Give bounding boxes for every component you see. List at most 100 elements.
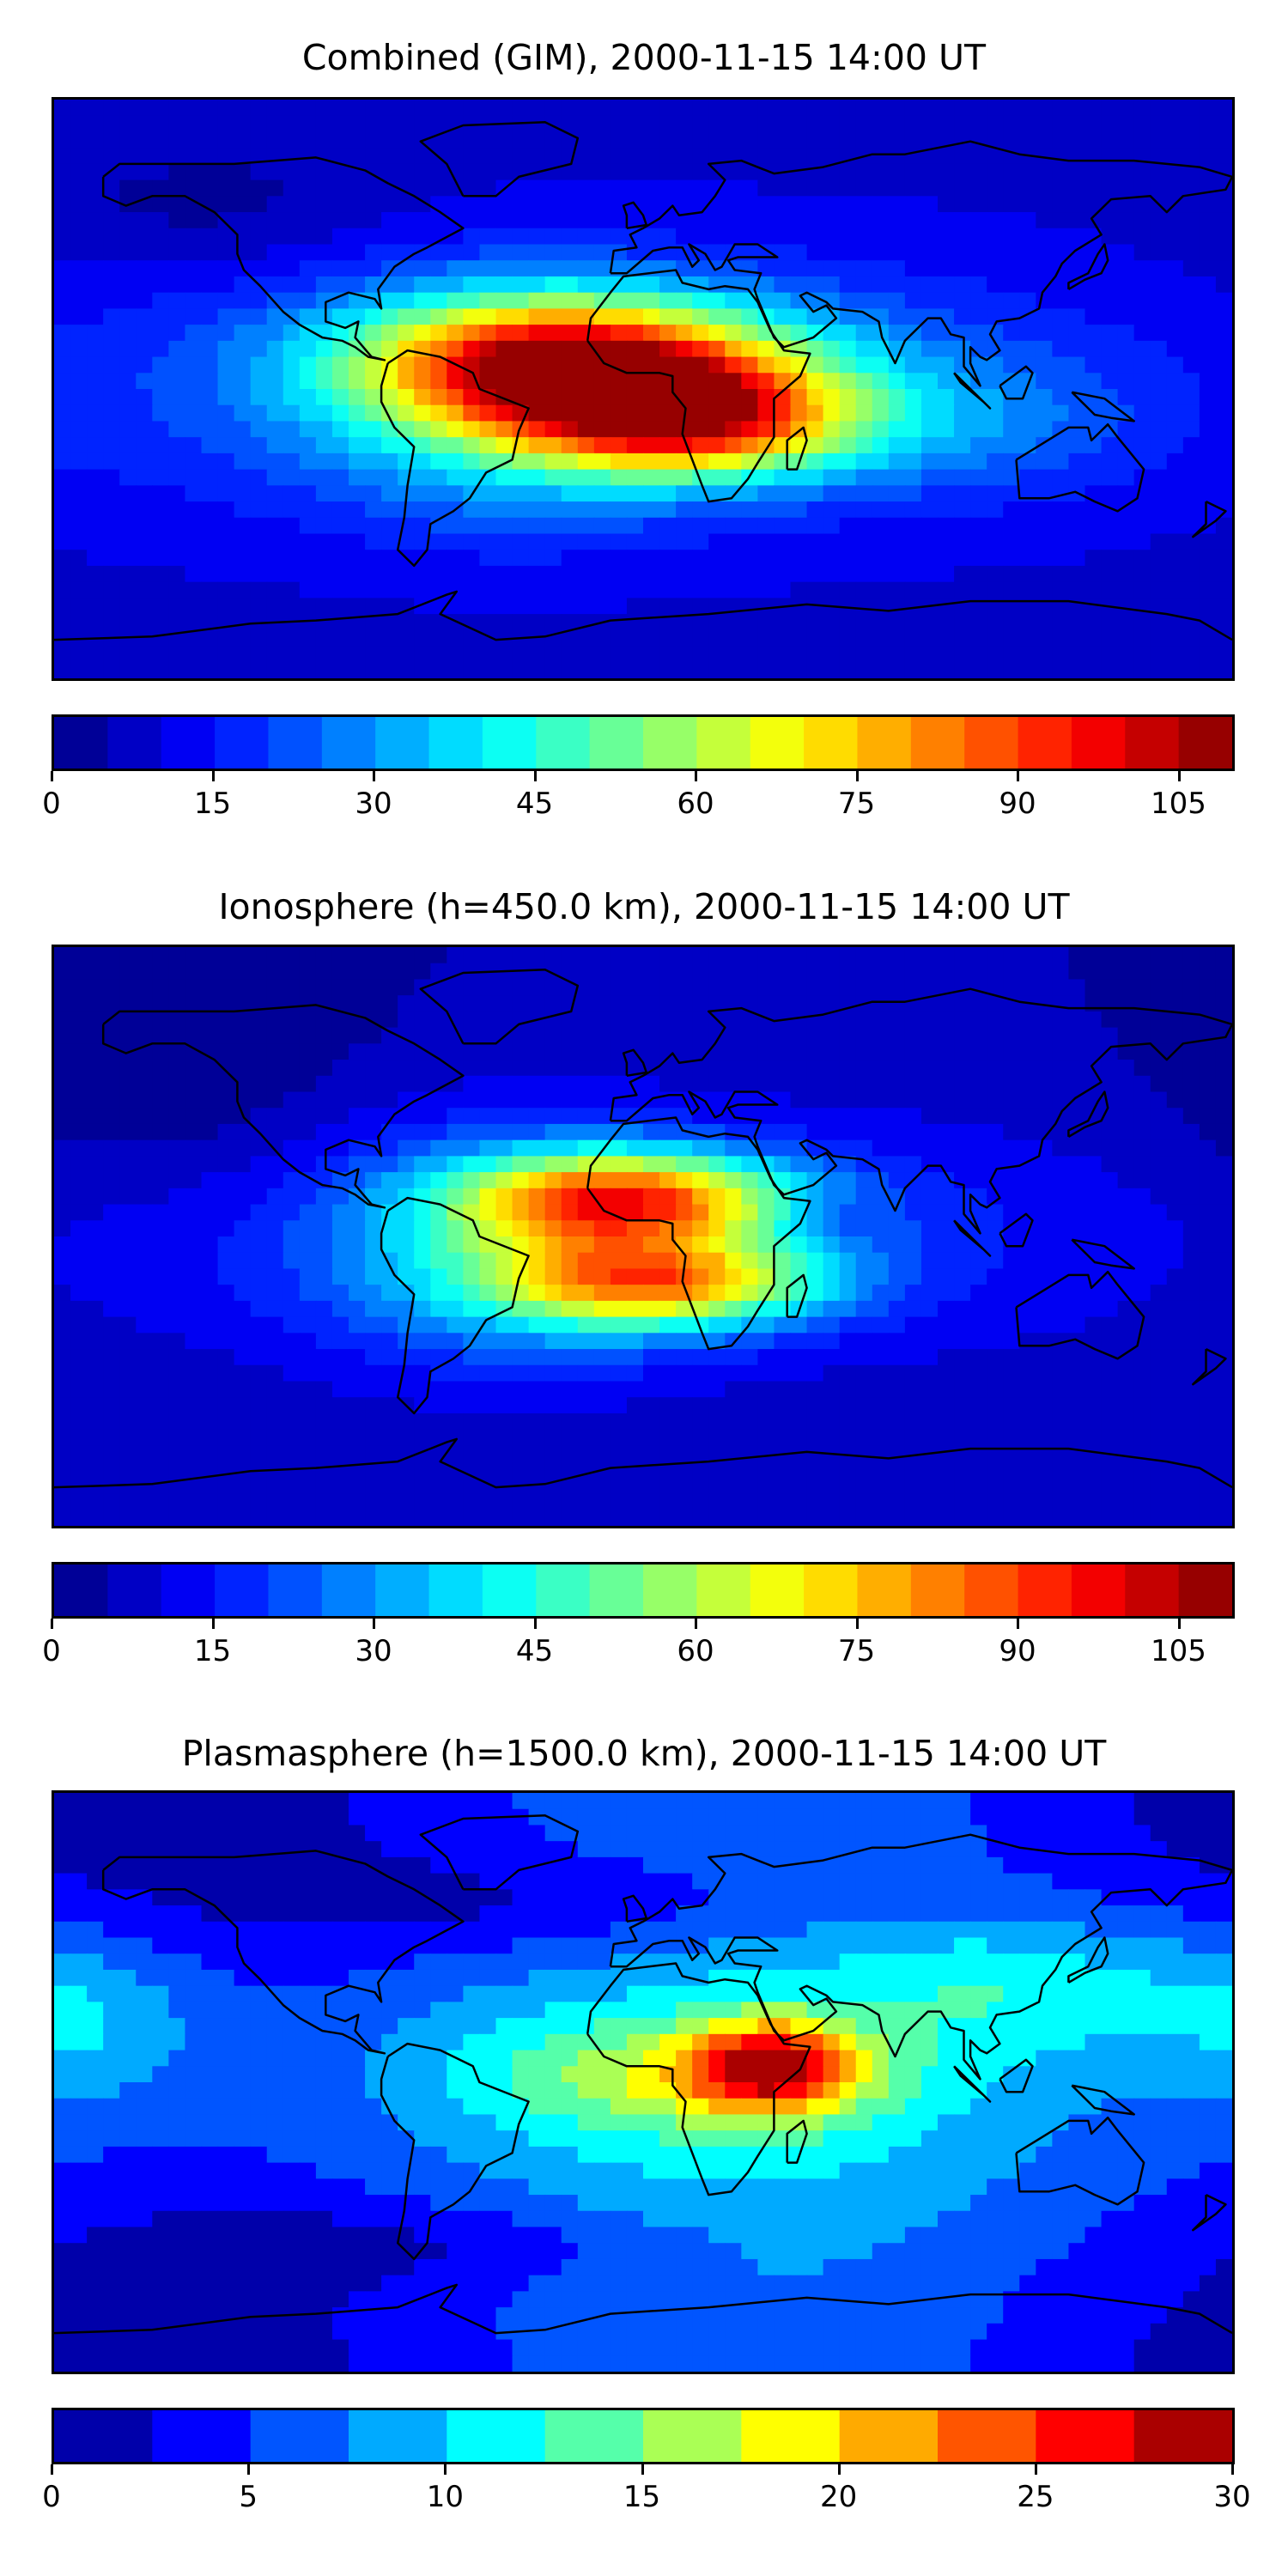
heatmap-cell bbox=[1117, 1156, 1135, 1173]
heatmap-cell bbox=[1101, 1156, 1119, 1173]
heatmap-cell bbox=[283, 292, 301, 309]
heatmap-cell bbox=[136, 517, 153, 535]
heatmap-cell bbox=[987, 373, 1004, 390]
heatmap-cell bbox=[217, 179, 235, 197]
heatmap-cell bbox=[1084, 565, 1103, 583]
heatmap-cell bbox=[774, 1268, 792, 1285]
heatmap-cell bbox=[1117, 1397, 1135, 1414]
heatmap-cell bbox=[954, 1108, 971, 1125]
heatmap-cell bbox=[544, 340, 562, 358]
heatmap-cell bbox=[1117, 533, 1135, 550]
heatmap-cell bbox=[349, 404, 366, 422]
heatmap-cell bbox=[463, 1429, 481, 1446]
heatmap-cell bbox=[708, 1236, 726, 1254]
heatmap-cell bbox=[757, 646, 775, 663]
heatmap-cell bbox=[299, 581, 317, 598]
heatmap-cell bbox=[643, 373, 660, 390]
heatmap-cell bbox=[1084, 1139, 1103, 1157]
heatmap-cell bbox=[1215, 1156, 1232, 1173]
heatmap-cell bbox=[103, 614, 120, 631]
coastline-sumatra bbox=[953, 372, 992, 410]
heatmap-cell bbox=[201, 1429, 219, 1446]
heatmap-cell bbox=[1084, 614, 1103, 631]
heatmap-cell bbox=[676, 1364, 693, 1382]
heatmap-cell bbox=[398, 1011, 415, 1029]
heatmap-cell bbox=[741, 260, 758, 277]
heatmap-cell bbox=[904, 485, 922, 502]
heatmap-cell bbox=[1052, 1397, 1070, 1414]
heatmap-cell bbox=[217, 1060, 235, 1077]
heatmap-cell bbox=[217, 662, 235, 678]
heatmap-cell bbox=[54, 517, 71, 535]
colorbar-tick-label: 90 bbox=[999, 787, 1036, 821]
heatmap-cell bbox=[774, 389, 792, 406]
heatmap-cell bbox=[970, 1429, 987, 1446]
heatmap-cell bbox=[234, 614, 252, 631]
heatmap-cell bbox=[643, 1316, 660, 1334]
heatmap-cell bbox=[430, 629, 447, 647]
heatmap-cell bbox=[528, 437, 546, 454]
heatmap-cell bbox=[365, 469, 382, 486]
heatmap-cell bbox=[610, 1429, 628, 1446]
heatmap-cell bbox=[447, 1461, 464, 1479]
heatmap-cell bbox=[839, 1204, 857, 1221]
heatmap-cell bbox=[577, 947, 595, 964]
coastline-borneo bbox=[999, 365, 1034, 400]
heatmap-cell bbox=[1182, 1172, 1200, 1189]
heatmap-cell bbox=[643, 1188, 660, 1206]
heatmap-cell bbox=[1052, 1364, 1070, 1382]
heatmap-cell bbox=[512, 228, 530, 246]
heatmap-cell bbox=[708, 356, 726, 374]
heatmap-cell bbox=[381, 629, 398, 647]
heatmap-cell bbox=[593, 244, 611, 261]
heatmap-cell bbox=[234, 1461, 252, 1479]
heatmap-cell bbox=[1052, 1011, 1070, 1029]
heatmap-cell bbox=[447, 533, 464, 550]
heatmap-cell bbox=[855, 276, 873, 294]
heatmap-cell bbox=[872, 228, 890, 246]
heatmap-cell bbox=[381, 1397, 398, 1414]
heatmap-cell bbox=[1084, 179, 1103, 197]
heatmap-cell bbox=[708, 228, 726, 246]
heatmap-cell bbox=[54, 404, 71, 422]
heatmap-cell bbox=[315, 179, 333, 197]
heatmap-cell bbox=[217, 421, 235, 438]
heatmap-cell bbox=[463, 356, 481, 374]
heatmap-cell bbox=[136, 1429, 153, 1446]
heatmap-cell bbox=[365, 340, 382, 358]
heatmap-cell bbox=[954, 196, 971, 213]
heatmap-cell bbox=[1084, 1316, 1103, 1334]
heatmap-cell bbox=[741, 1236, 758, 1254]
heatmap-cell bbox=[331, 1461, 349, 1479]
heatmap-cell bbox=[920, 1108, 939, 1125]
heatmap-cell bbox=[806, 115, 824, 133]
heatmap-cell bbox=[610, 1364, 628, 1382]
heatmap-cell bbox=[970, 453, 987, 471]
heatmap-cell bbox=[610, 292, 628, 309]
heatmap-cell bbox=[479, 1316, 497, 1334]
heatmap-cell bbox=[1084, 453, 1103, 471]
heatmap-cell bbox=[381, 1461, 398, 1479]
heatmap-cell bbox=[1166, 1285, 1184, 1302]
heatmap-cell bbox=[365, 501, 382, 519]
heatmap-cell bbox=[938, 533, 955, 550]
heatmap-cell bbox=[185, 373, 203, 390]
heatmap-cell bbox=[87, 1268, 104, 1285]
heatmap-cell bbox=[398, 228, 415, 246]
heatmap-cell bbox=[987, 533, 1004, 550]
heatmap-cell bbox=[1117, 179, 1135, 197]
heatmap-cell bbox=[790, 614, 808, 631]
heatmap-cell bbox=[1166, 1108, 1184, 1125]
heatmap-cell bbox=[987, 1381, 1004, 1398]
heatmap-cell bbox=[1199, 1188, 1217, 1206]
heatmap-cell bbox=[1199, 1316, 1217, 1334]
heatmap-cell bbox=[234, 163, 252, 181]
heatmap-cell bbox=[1150, 1220, 1168, 1237]
heatmap-cell bbox=[1003, 292, 1020, 309]
heatmap-cell bbox=[904, 228, 922, 246]
heatmap-cell bbox=[495, 196, 513, 213]
heatmap-cell bbox=[414, 1027, 431, 1044]
heatmap-cell bbox=[250, 1364, 268, 1382]
heatmap-cell bbox=[398, 148, 415, 165]
heatmap-cell bbox=[987, 565, 1004, 583]
